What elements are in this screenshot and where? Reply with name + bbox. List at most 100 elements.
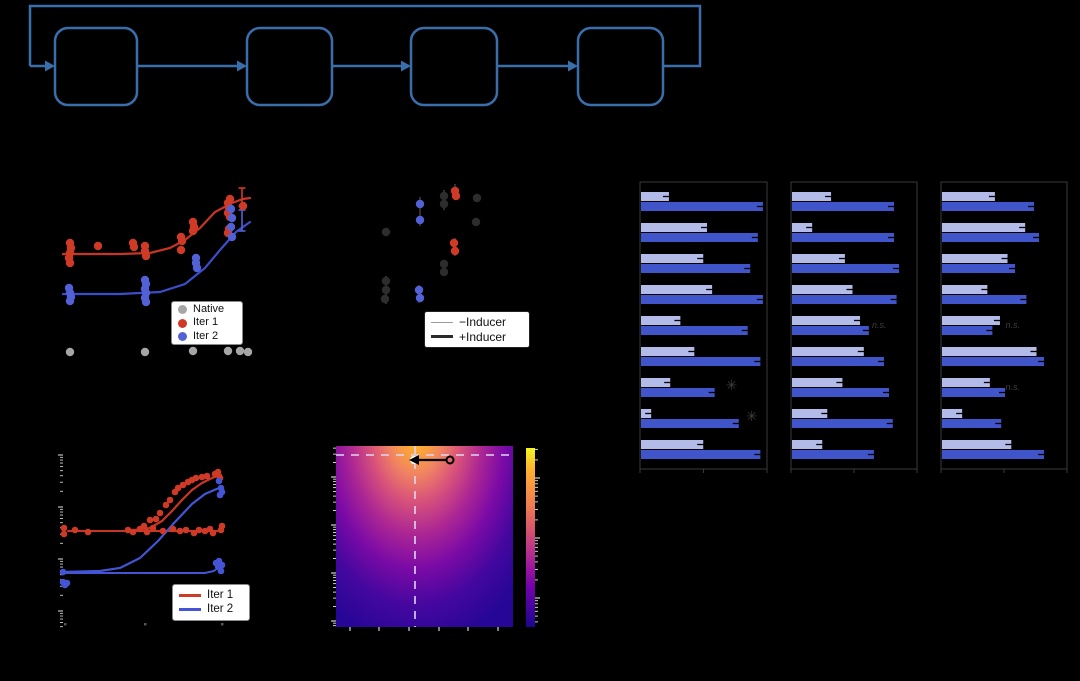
panel-d-titration [58, 454, 226, 628]
bar-light [942, 254, 1008, 263]
bar-dark [942, 388, 1005, 397]
flowchart-box [576, 26, 665, 107]
bar-light [942, 440, 1012, 449]
iter1-line-sample [179, 594, 201, 597]
bar-light [792, 254, 845, 263]
bar-light [641, 440, 704, 449]
arrowhead-icon [237, 60, 247, 72]
bar-light [641, 347, 695, 356]
bar-dark [641, 202, 763, 211]
arrowhead-icon [45, 60, 55, 72]
panel-b-legend: Native Iter 1 Iter 2 [171, 301, 243, 345]
plus-inducer-line [431, 335, 453, 339]
arrowhead-icon [409, 455, 419, 465]
flowchart-box [409, 26, 499, 107]
bar-light [792, 285, 853, 294]
open-circle-marker [445, 455, 455, 465]
bar-dark [792, 326, 869, 335]
bar-light [641, 316, 681, 325]
bar-light [641, 192, 669, 201]
bar-light [792, 440, 823, 449]
legend-label-iter2: Iter 2 [207, 602, 234, 615]
bar-dark [641, 357, 761, 366]
legend-item-native: Native [178, 303, 236, 316]
minus-inducer-line [431, 321, 453, 324]
legend-item-iter1-line: Iter 1 [179, 589, 243, 603]
legend-item-iter1: Iter 1 [178, 316, 236, 329]
bar-light [792, 409, 828, 418]
bar-light [792, 192, 832, 201]
flowchart [28, 4, 702, 107]
bar-dark [641, 388, 715, 397]
iter2-line-sample [179, 608, 201, 611]
bar-dark [641, 326, 748, 335]
bar-dark [942, 264, 1016, 273]
bar-light [942, 192, 995, 201]
bar-dark [641, 233, 758, 242]
significance-annotation: ✳ [726, 377, 738, 393]
flowchart-box [245, 26, 334, 107]
panel-b-dose-response [61, 187, 253, 357]
bar-light [942, 316, 1000, 325]
legend-item-iter2-line: Iter 2 [179, 603, 243, 617]
bar-light [792, 223, 813, 232]
bar-chart-f1: ✳✳ [639, 181, 770, 473]
bar-dark [942, 202, 1034, 211]
arrowhead-icon [568, 60, 578, 72]
bar-light [641, 223, 708, 232]
significance-annotation: n.s. [1006, 320, 1021, 330]
legend-label-iter1: Iter 1 [193, 316, 219, 329]
legend-item-plus-inducer: +Inducer [431, 330, 523, 344]
bar-light [942, 378, 990, 387]
significance-annotation: ✳ [746, 408, 758, 424]
legend-label-plus-inducer: +Inducer [459, 329, 507, 344]
bar-dark [942, 450, 1045, 459]
bar-dark [792, 295, 897, 304]
iter1-marker [178, 318, 187, 328]
bar-dark [942, 357, 1045, 366]
panel-e-heatmap-overlay [331, 446, 540, 631]
feedback-loop [28, 4, 702, 68]
bar-light [942, 347, 1037, 356]
legend-item-minus-inducer: −Inducer [431, 315, 523, 329]
native-marker [178, 305, 187, 315]
panel-d-legend: Iter 1 Iter 2 [172, 584, 250, 621]
bar-dark [942, 326, 993, 335]
bar-light [792, 316, 861, 325]
bar-dark [792, 419, 893, 428]
significance-annotation: n.s. [872, 320, 887, 330]
bar-dark [641, 295, 763, 304]
bar-dark [942, 233, 1040, 242]
iter2-marker [178, 331, 187, 341]
bar-light [641, 254, 704, 263]
bar-light [641, 285, 713, 294]
legend-item-iter2: Iter 2 [178, 330, 236, 343]
heatmap-panel [336, 446, 513, 627]
legend-label-iter2: Iter 2 [193, 329, 219, 342]
bar-dark [641, 450, 761, 459]
bar-light [942, 285, 988, 294]
bar-chart-f3: n.s. n.s. [940, 181, 1068, 473]
legend-label-native: Native [193, 303, 225, 316]
bar-light [792, 378, 843, 387]
bar-dark [792, 264, 900, 273]
bar-light [942, 409, 963, 418]
bar-light [641, 378, 671, 387]
bar-dark [792, 233, 895, 242]
bar-light [942, 223, 1026, 232]
bar-dark [792, 450, 874, 459]
bar-dark [641, 419, 739, 428]
bar-dark [942, 295, 1027, 304]
heatmap-colorbar [526, 448, 535, 627]
arrowhead-icon [401, 60, 411, 72]
bar-dark [942, 419, 1002, 428]
bar-chart-f2: n.s. [790, 181, 918, 473]
legend-label-minus-inducer: −Inducer [459, 315, 507, 330]
panel-c-legend: −Inducer +Inducer [424, 311, 530, 348]
legend-label-iter1: Iter 1 [207, 588, 234, 601]
flowchart-box [53, 26, 139, 107]
panel-c-inducer-scatter [380, 184, 482, 304]
bar-dark [792, 357, 884, 366]
